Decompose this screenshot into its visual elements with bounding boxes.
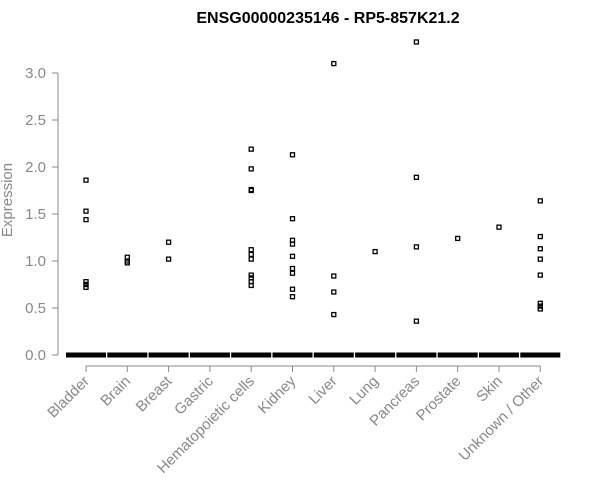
data-point — [83, 279, 89, 285]
data-point — [248, 247, 254, 253]
data-point — [496, 224, 502, 230]
data-point — [165, 256, 172, 262]
data-point — [289, 241, 296, 247]
data-point — [537, 198, 543, 204]
chart-title: ENSG00000235146 - RP5-857K21.2 — [196, 10, 459, 27]
x-tick-label: Brain — [97, 373, 134, 410]
data-point — [83, 208, 89, 214]
data-point — [537, 303, 543, 309]
data-point — [248, 166, 254, 172]
data-point — [248, 272, 254, 278]
y-tick-label: 0.0 — [25, 347, 46, 364]
data-point — [331, 289, 337, 295]
x-tick-label: Liver — [306, 373, 341, 408]
data-point — [289, 152, 296, 158]
data-point — [537, 306, 543, 312]
data-point — [124, 260, 130, 266]
data-point — [289, 286, 296, 292]
data-point — [413, 39, 420, 45]
data-point — [289, 265, 296, 272]
data-point — [289, 270, 296, 276]
data-point — [248, 256, 254, 262]
data-point — [413, 318, 420, 324]
data-point — [537, 233, 543, 240]
data-point — [331, 311, 337, 318]
data-point — [537, 246, 543, 252]
data-point — [289, 216, 296, 222]
x-tick-label: Lung — [346, 373, 382, 409]
data-point — [248, 187, 254, 194]
x-tick-label: Kidney — [255, 372, 300, 417]
y-axis-label: Expression — [0, 163, 16, 237]
y-tick-label: 1.5 — [25, 206, 46, 223]
x-tick-label: Bladder — [44, 373, 93, 422]
x-tick-label: Prostate — [413, 373, 465, 425]
data-point — [248, 282, 254, 289]
data-point — [289, 294, 296, 300]
data-point — [331, 273, 337, 279]
data-point — [413, 174, 420, 180]
data-point — [537, 300, 543, 306]
y-tick-label: 2.5 — [25, 112, 46, 129]
data-point — [372, 248, 378, 255]
data-point — [537, 256, 543, 262]
y-tick-label: 0.5 — [25, 300, 46, 317]
data-point — [455, 235, 461, 242]
data-point — [165, 239, 172, 245]
y-tick-label: 1.0 — [25, 253, 46, 270]
data-point — [331, 60, 337, 67]
axes — [57, 73, 541, 367]
data-point — [413, 244, 420, 250]
data-point — [537, 272, 543, 278]
y-ticks: 0.0 0.5 1.0 1.5 2.0 2.5 3.0 — [25, 65, 58, 364]
data-point — [83, 216, 89, 223]
data-point — [289, 253, 296, 259]
x-tick-label: Breast — [133, 372, 176, 415]
data-point — [248, 146, 254, 152]
data-points — [66, 39, 561, 358]
data-point — [83, 284, 89, 290]
y-tick-label: 3.0 — [25, 65, 46, 82]
data-point — [83, 281, 89, 288]
data-point — [248, 251, 254, 258]
y-tick-label: 2.0 — [25, 159, 46, 176]
data-point — [83, 177, 89, 183]
x-tick-label: Skin — [473, 373, 506, 406]
